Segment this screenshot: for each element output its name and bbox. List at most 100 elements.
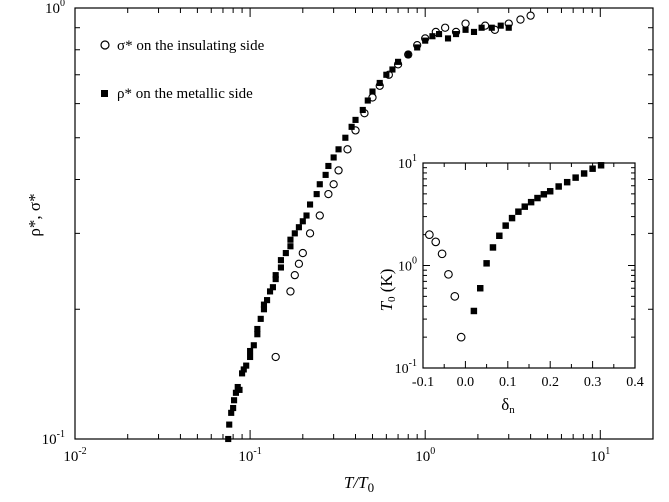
- legend-marker-open-circle: [100, 40, 110, 50]
- inset-y-tick-label-base: 10: [395, 362, 409, 377]
- inset-metallic-point: [534, 194, 541, 202]
- main-x-tick-label-base: 10: [415, 449, 430, 465]
- metallic-point: [282, 250, 289, 257]
- inset-metallic-point: [527, 198, 535, 206]
- inset-insulating-point: [456, 332, 466, 342]
- inset-metallic-point: [496, 232, 503, 240]
- inset-insulating-point: [450, 292, 460, 301]
- metallic-point: [395, 58, 402, 65]
- insulating-point: [305, 229, 315, 238]
- main-x-tick-label: 10-2: [63, 446, 86, 465]
- inset-y-axis-title-main: T: [377, 300, 396, 311]
- metallic-point: [335, 146, 342, 153]
- metallic-point: [452, 31, 460, 38]
- main-y-tick-label: 10-1: [42, 429, 65, 448]
- inset-x-axis-title: δn: [501, 395, 515, 416]
- inset-y-axis-title: T0 (K): [377, 269, 398, 312]
- metallic-point: [254, 325, 261, 333]
- insulating-point: [329, 180, 338, 189]
- main-y-tick-label-exponent: -1: [57, 429, 65, 440]
- metallic-point: [389, 66, 396, 73]
- main-plot-frame: [74, 7, 654, 440]
- metallic-point: [269, 284, 276, 291]
- inset-y-axis-title-unit: (K): [377, 269, 396, 297]
- inset-x-axis-title-sub: n: [509, 404, 515, 416]
- metallic-point: [291, 230, 298, 237]
- inset-x-tick-label: 0.0: [457, 375, 475, 390]
- metallic-point: [225, 435, 232, 443]
- inset-x-tick-label: 0.1: [499, 375, 517, 390]
- legend-marker-filled-square: [101, 90, 108, 97]
- insulating-point: [271, 352, 280, 362]
- metallic-point: [295, 224, 302, 231]
- metallic-point: [247, 347, 254, 355]
- metallic-point: [342, 134, 349, 141]
- inset-y-tick-label-exponent: 1: [412, 153, 417, 164]
- inset-metallic-point: [515, 208, 522, 215]
- insulating-point: [298, 248, 307, 258]
- metallic-point: [287, 243, 294, 250]
- insulating-point: [315, 211, 324, 220]
- metallic-point: [260, 301, 268, 308]
- metallic-point: [405, 51, 412, 58]
- metallic-point: [247, 353, 254, 361]
- main-x-tick-label-exponent: 0: [430, 446, 435, 457]
- main-y-tick-label-exponent: 0: [60, 0, 65, 9]
- metallic-point: [239, 370, 246, 377]
- main-x-axis-title-sub: 0: [368, 480, 375, 495]
- insulating-point: [294, 259, 304, 268]
- metallic-point: [444, 35, 452, 42]
- insulating-point: [324, 189, 333, 199]
- main-y-axis-title: ρ*, σ*: [25, 193, 44, 236]
- inset-x-axis-title-main: δ: [501, 395, 509, 414]
- metallic-point: [369, 88, 376, 95]
- metallic-point: [462, 26, 469, 33]
- insulating-point: [440, 23, 450, 32]
- inset-y-tick-label-base: 10: [398, 157, 412, 172]
- inset-y-tick-label: 10-1: [395, 358, 417, 377]
- inset-y-tick-label-exponent: 0: [412, 256, 417, 267]
- main-x-tick-label: 10-1: [238, 446, 261, 465]
- metallic-point: [383, 71, 390, 78]
- inset-metallic-point: [521, 203, 528, 210]
- inset-insulating-point: [425, 230, 434, 239]
- metallic-point: [250, 342, 257, 349]
- inset-metallic-point: [470, 307, 478, 315]
- inset-metallic-point: [589, 165, 596, 172]
- metallic-point: [435, 31, 443, 38]
- metallic-point: [478, 24, 485, 31]
- inset-y-axis-title-sub: 0: [386, 296, 398, 302]
- legend: σ* on the insulating side ρ* on the meta…: [100, 38, 265, 102]
- inset-data-points: [425, 162, 605, 342]
- metallic-point: [306, 201, 314, 208]
- metallic-point: [266, 288, 274, 295]
- metallic-point: [272, 276, 279, 283]
- metallic-point: [236, 386, 243, 393]
- main-x-tick-label-base: 10: [590, 449, 605, 465]
- legend-label-insulating: σ* on the insulating side: [117, 38, 265, 54]
- inset-y-tick-label: 101: [398, 153, 417, 172]
- insulating-point: [526, 11, 535, 20]
- metallic-point: [470, 28, 478, 35]
- main-y-tick-label-base: 10: [45, 1, 60, 17]
- insulating-point: [516, 15, 525, 24]
- inset-metallic-point: [563, 178, 571, 186]
- insulating-point: [461, 19, 470, 28]
- inset-metallic-point: [540, 191, 548, 198]
- inset-metallic-point: [572, 174, 579, 181]
- legend-label-metallic: ρ* on the metallic side: [117, 86, 253, 102]
- inset-metallic-point: [477, 285, 484, 292]
- main-x-tick-label-exponent: -2: [78, 446, 86, 457]
- metallic-point: [348, 123, 355, 130]
- metallic-point: [414, 44, 421, 51]
- metallic-point: [330, 154, 337, 161]
- insulating-point: [290, 270, 299, 280]
- metallic-point: [303, 212, 310, 219]
- metallic-point: [260, 306, 268, 313]
- metallic-point: [243, 362, 250, 369]
- main-x-tick-label-exponent: -1: [253, 446, 261, 457]
